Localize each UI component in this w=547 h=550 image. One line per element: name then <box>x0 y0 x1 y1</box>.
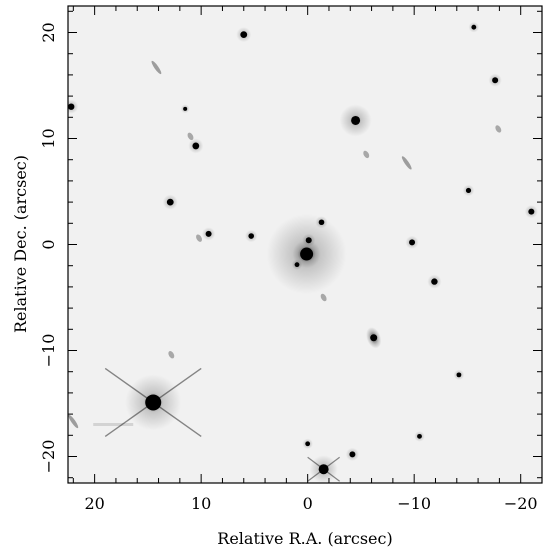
x-axis-label: Relative R.A. (arcsec) <box>217 529 392 548</box>
x-tick-label: −20 <box>504 494 538 513</box>
source-star <box>453 369 465 381</box>
x-tick-label: 10 <box>191 494 211 513</box>
x-tick-label: −10 <box>397 494 431 513</box>
source-star <box>188 138 204 154</box>
source-galaxy-bright <box>266 214 347 295</box>
source-star <box>162 194 178 210</box>
source-faint-elongated <box>68 414 79 429</box>
source-faint-elongated <box>401 156 412 170</box>
source-star <box>291 259 303 270</box>
source-star <box>180 104 190 114</box>
source-star <box>202 227 216 241</box>
source-star <box>68 99 79 114</box>
source-star <box>488 73 502 87</box>
source-star <box>245 229 258 243</box>
source-star <box>315 216 328 229</box>
sources-layer <box>68 21 538 483</box>
source-star <box>427 274 442 289</box>
source-star <box>468 21 480 33</box>
source-star <box>524 205 538 219</box>
source-star <box>236 27 252 43</box>
source-faint-galaxy <box>320 293 327 302</box>
source-star <box>302 438 313 450</box>
source-faint-galaxy <box>495 125 502 133</box>
source-galaxy-elongated <box>366 327 382 349</box>
source-faint-galaxy <box>187 132 194 141</box>
source-star <box>345 447 359 461</box>
source-faint-elongated <box>151 60 162 75</box>
source-faint-galaxy <box>196 234 202 242</box>
ticks-layer: 20 10 0 −10 −20 20 10 0 −10 −20 <box>39 6 542 513</box>
source-star <box>414 431 425 442</box>
y-tick-label: −20 <box>39 440 58 474</box>
x-tick-label: 20 <box>84 494 104 513</box>
y-axis-label: Relative Dec. (arcsec) <box>11 155 30 333</box>
x-tick-label: 0 <box>303 494 313 513</box>
y-tick-label: 20 <box>39 22 58 42</box>
source-bright-star-spikes-small <box>307 455 341 483</box>
source-star <box>462 184 475 197</box>
y-tick-label: −10 <box>39 334 58 368</box>
y-tick-label: 10 <box>39 128 58 148</box>
y-tick-label: 0 <box>39 239 58 249</box>
source-star <box>302 233 316 247</box>
source-bright-star-spikes <box>93 367 202 438</box>
source-star <box>405 235 419 249</box>
source-faint-galaxy <box>168 351 175 359</box>
source-galaxy <box>339 104 372 137</box>
source-faint-galaxy <box>363 150 370 159</box>
